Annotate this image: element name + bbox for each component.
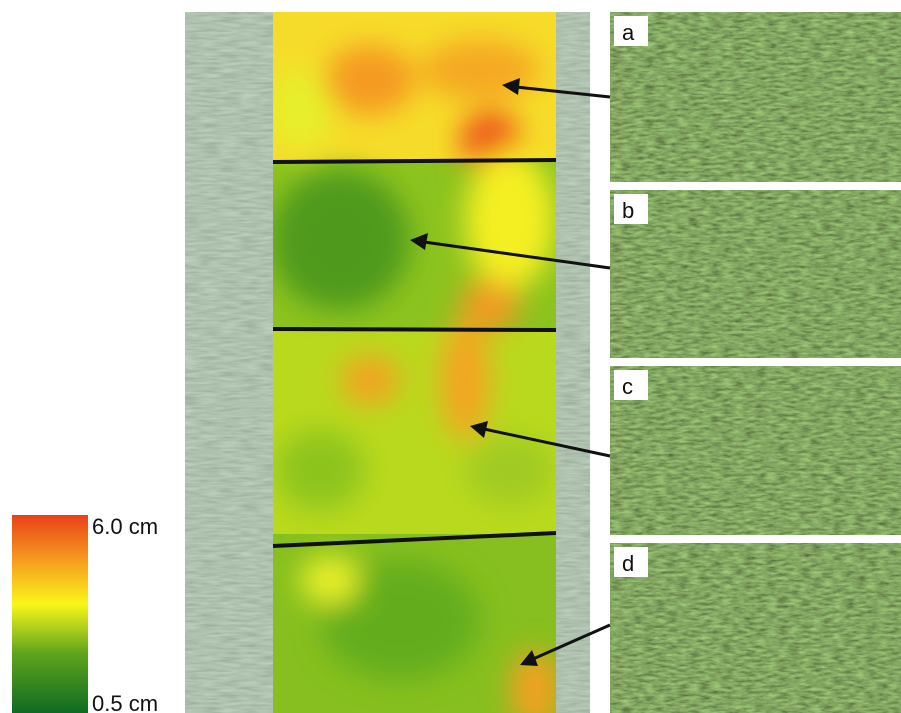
heat-map xyxy=(270,12,560,713)
figure: a b c d 6.0 cm 0.5 cm xyxy=(0,0,901,713)
photo-label: a xyxy=(622,20,635,45)
legend-min-label: 0.5 cm xyxy=(92,691,158,713)
photo xyxy=(610,366,901,535)
color-legend xyxy=(12,515,88,713)
photo-label: c xyxy=(622,374,633,399)
photo-label: b xyxy=(622,198,634,223)
photo xyxy=(610,190,901,358)
photo xyxy=(610,12,901,182)
photo-label: d xyxy=(622,551,634,576)
photo-panels: a b c d xyxy=(610,12,901,713)
photo xyxy=(610,543,901,713)
legend-max-label: 6.0 cm xyxy=(92,514,158,539)
